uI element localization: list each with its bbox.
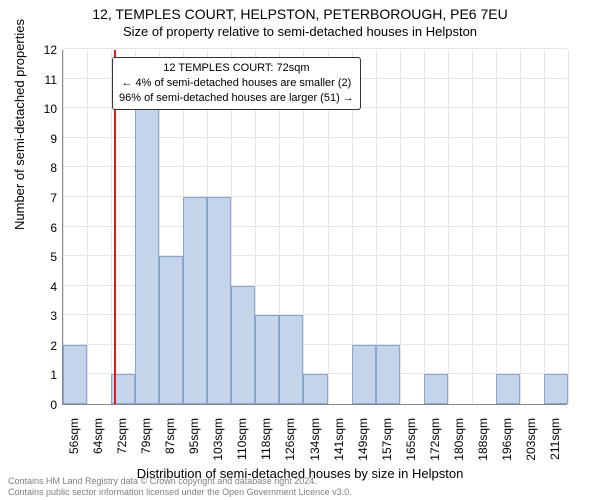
x-tick-label: 172sqm: [428, 418, 442, 468]
gridline-vertical: [496, 50, 497, 404]
y-tick-label: 5: [32, 250, 57, 264]
histogram-bar: [496, 374, 520, 404]
histogram-bar: [303, 374, 327, 404]
y-tick-label: 12: [32, 43, 57, 57]
histogram-bar: [231, 286, 255, 404]
annotation-line-2: ← 4% of semi-detached houses are smaller…: [119, 76, 354, 91]
x-tick-label: 211sqm: [548, 418, 562, 468]
x-tick-label: 64sqm: [91, 418, 105, 468]
chart-title-main: 12, TEMPLES COURT, HELPSTON, PETERBOROUG…: [0, 0, 600, 22]
annotation-line-3: 96% of semi-detached houses are larger (…: [119, 91, 354, 106]
x-tick-label: 149sqm: [356, 418, 370, 468]
footer-attribution: Contains HM Land Registry data © Crown c…: [8, 476, 352, 498]
x-tick-label: 95sqm: [187, 418, 201, 468]
histogram-bar: [207, 197, 231, 404]
histogram-bar: [183, 197, 207, 404]
x-tick-label: 165sqm: [404, 418, 418, 468]
x-tick-label: 126sqm: [283, 418, 297, 468]
histogram-bar: [352, 345, 376, 404]
chart-title-sub: Size of property relative to semi-detach…: [0, 22, 600, 39]
histogram-bar: [279, 315, 303, 404]
gridline-vertical: [544, 50, 545, 404]
y-tick-label: 10: [32, 102, 57, 116]
x-tick-label: 118sqm: [259, 418, 273, 468]
annotation-line-1: 12 TEMPLES COURT: 72sqm: [119, 61, 354, 76]
y-tick-label: 11: [32, 73, 57, 87]
footer-line-2: Contains public sector information licen…: [8, 487, 352, 498]
y-tick-label: 6: [32, 221, 57, 235]
x-tick-label: 203sqm: [524, 418, 538, 468]
histogram-bar: [376, 345, 400, 404]
y-tick-label: 3: [32, 309, 57, 323]
y-tick-label: 7: [32, 191, 57, 205]
x-tick-label: 110sqm: [235, 418, 249, 468]
x-tick-label: 56sqm: [67, 418, 81, 468]
y-axis-label: Number of semi-detached properties: [12, 19, 27, 230]
y-tick-label: 4: [32, 280, 57, 294]
y-tick-label: 0: [32, 398, 57, 412]
y-tick-label: 1: [32, 368, 57, 382]
x-tick-label: 196sqm: [500, 418, 514, 468]
histogram-bar: [63, 345, 87, 404]
x-tick-label: 103sqm: [211, 418, 225, 468]
x-tick-label: 157sqm: [380, 418, 394, 468]
x-tick-label: 141sqm: [332, 418, 346, 468]
gridline-vertical: [400, 50, 401, 404]
gridline-vertical: [424, 50, 425, 404]
gridline-vertical: [87, 50, 88, 404]
x-tick-label: 134sqm: [308, 418, 322, 468]
gridline-horizontal: [63, 48, 567, 49]
gridline-vertical: [520, 50, 521, 404]
y-tick-label: 9: [32, 132, 57, 146]
y-tick-label: 2: [32, 339, 57, 353]
x-tick-label: 72sqm: [115, 418, 129, 468]
histogram-bar: [544, 374, 568, 404]
histogram-bar: [255, 315, 279, 404]
x-tick-label: 87sqm: [163, 418, 177, 468]
gridline-vertical: [568, 50, 569, 404]
histogram-bar: [159, 256, 183, 404]
y-tick-label: 8: [32, 161, 57, 175]
x-tick-label: 188sqm: [476, 418, 490, 468]
annotation-box: 12 TEMPLES COURT: 72sqm ← 4% of semi-det…: [112, 57, 361, 110]
histogram-bar: [135, 108, 159, 404]
histogram-bar: [424, 374, 448, 404]
chart-area: 0123456789101112 56sqm64sqm72sqm79sqm87s…: [62, 50, 567, 405]
x-tick-label: 180sqm: [452, 418, 466, 468]
footer-line-1: Contains HM Land Registry data © Crown c…: [8, 476, 352, 487]
gridline-vertical: [472, 50, 473, 404]
gridline-vertical: [448, 50, 449, 404]
x-tick-label: 79sqm: [139, 418, 153, 468]
